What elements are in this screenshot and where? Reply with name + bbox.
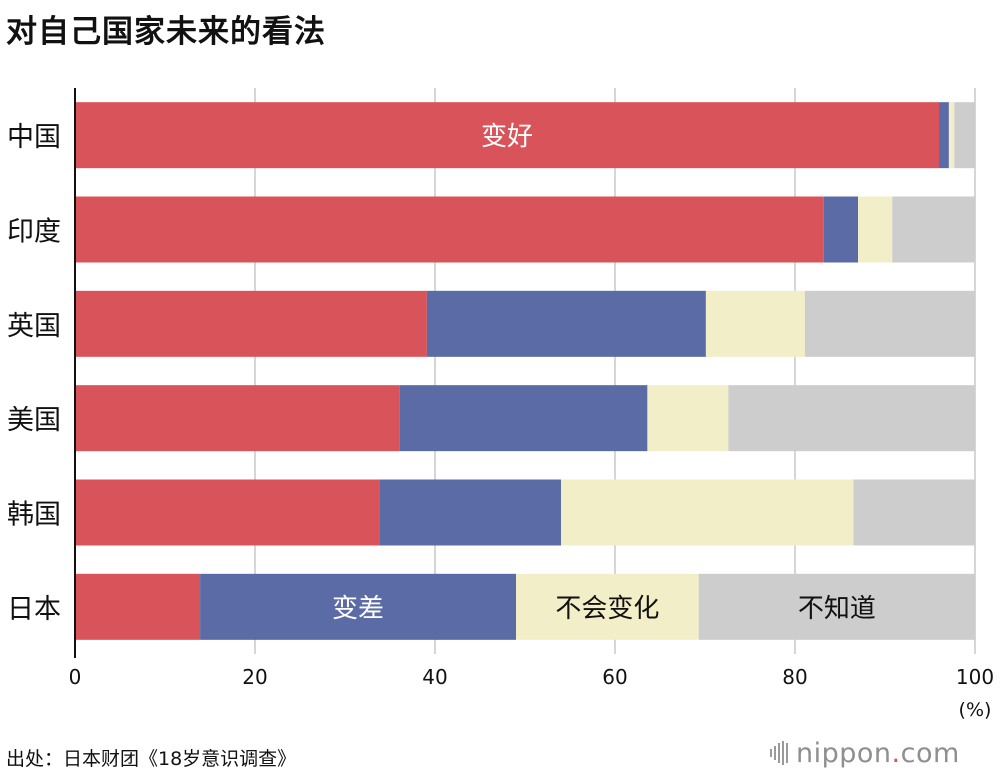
bar-segment [853, 479, 975, 546]
category-label: 美国 [7, 405, 61, 436]
category-label: 英国 [7, 311, 61, 342]
series-label: 不会变化 [555, 594, 659, 624]
bar-segment [426, 290, 706, 357]
logo-suffix: com [900, 737, 960, 769]
bar-segment [75, 102, 939, 169]
bar-segment [75, 479, 380, 546]
category-label: 韩国 [7, 500, 61, 531]
source-note: 出处：日本财团《18岁意识调查》 [6, 748, 297, 770]
bar-segment [705, 290, 805, 357]
category-label: 中国 [7, 122, 61, 153]
x-tick-label: 20 [242, 665, 267, 689]
x-tick-label: 60 [602, 665, 627, 689]
bar-segment [728, 385, 975, 452]
bar-segment [647, 385, 729, 452]
bar-segment [892, 196, 975, 263]
series-label: 不知道 [798, 594, 876, 624]
category-label: 日本 [7, 594, 61, 625]
bar-segment [561, 479, 854, 546]
bar-segment [75, 385, 400, 452]
x-tick-label: 40 [422, 665, 447, 689]
bar-segment [379, 479, 561, 546]
logo-bars-icon [770, 741, 788, 765]
bar-segment [75, 196, 824, 263]
x-unit-label: (%) [959, 699, 992, 721]
bar-segment [516, 573, 699, 640]
logo-name: nippon [796, 737, 892, 769]
bar-segment [200, 573, 516, 640]
logo-text: nippon.com [796, 738, 960, 769]
bar-segment [948, 102, 955, 169]
nippon-logo: nippon.com [770, 736, 960, 770]
bar-segment [399, 385, 648, 452]
chart-title: 对自己国家未来的看法 [6, 14, 326, 50]
bar-segment [858, 196, 893, 263]
category-label: 印度 [7, 217, 61, 248]
x-tick-label: 100 [956, 665, 994, 689]
bar-segment [75, 573, 201, 640]
x-tick-label: 0 [69, 665, 82, 689]
bar-segment [75, 290, 427, 357]
logo-dot: . [891, 737, 901, 769]
bars [75, 102, 975, 640]
bar-segment [954, 102, 975, 169]
bar-segment [939, 102, 949, 169]
bar-segment [804, 290, 975, 357]
x-tick-label: 80 [782, 665, 807, 689]
bar-segment [823, 196, 858, 263]
bar-segment [698, 573, 975, 640]
series-label: 变差 [332, 594, 384, 624]
series-label: 变好 [481, 122, 533, 152]
grid-lines [254, 88, 976, 654]
